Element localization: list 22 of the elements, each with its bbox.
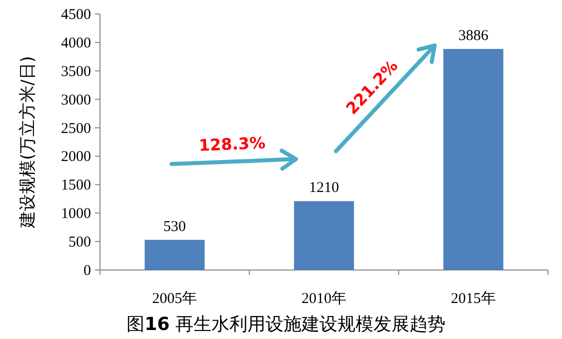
y-tick-label: 2500 <box>61 120 91 137</box>
x-tick-label: 2005年 <box>152 290 198 307</box>
x-tick-label: 2010年 <box>302 290 346 307</box>
y-tick-label: 1000 <box>61 206 91 222</box>
bar <box>443 48 504 270</box>
y-tick-label: 2000 <box>61 149 91 166</box>
y-tick-label: 3000 <box>61 92 91 108</box>
text: 图16 再生水利用设施建设规模发展趋势 <box>126 314 446 335</box>
bar <box>294 201 354 270</box>
y-tick-label: 3500 <box>61 64 91 80</box>
data-label: 1210 <box>309 180 339 196</box>
annotation: 128.3% <box>198 134 266 156</box>
y-tick-label: 500 <box>68 234 91 251</box>
x-tick-label: 2015年 <box>450 290 496 307</box>
y-tick-label: 4500 <box>61 7 91 23</box>
y-tick-label: 1500 <box>61 178 91 194</box>
y-axis-title: 建设规模(万立方米/日) <box>18 56 38 229</box>
y-tick-label: 4000 <box>61 35 91 52</box>
bar <box>144 240 205 270</box>
data-label: 530 <box>163 218 186 235</box>
data-label: 3886 <box>458 28 489 44</box>
y-tick-label: 0 <box>84 263 91 279</box>
